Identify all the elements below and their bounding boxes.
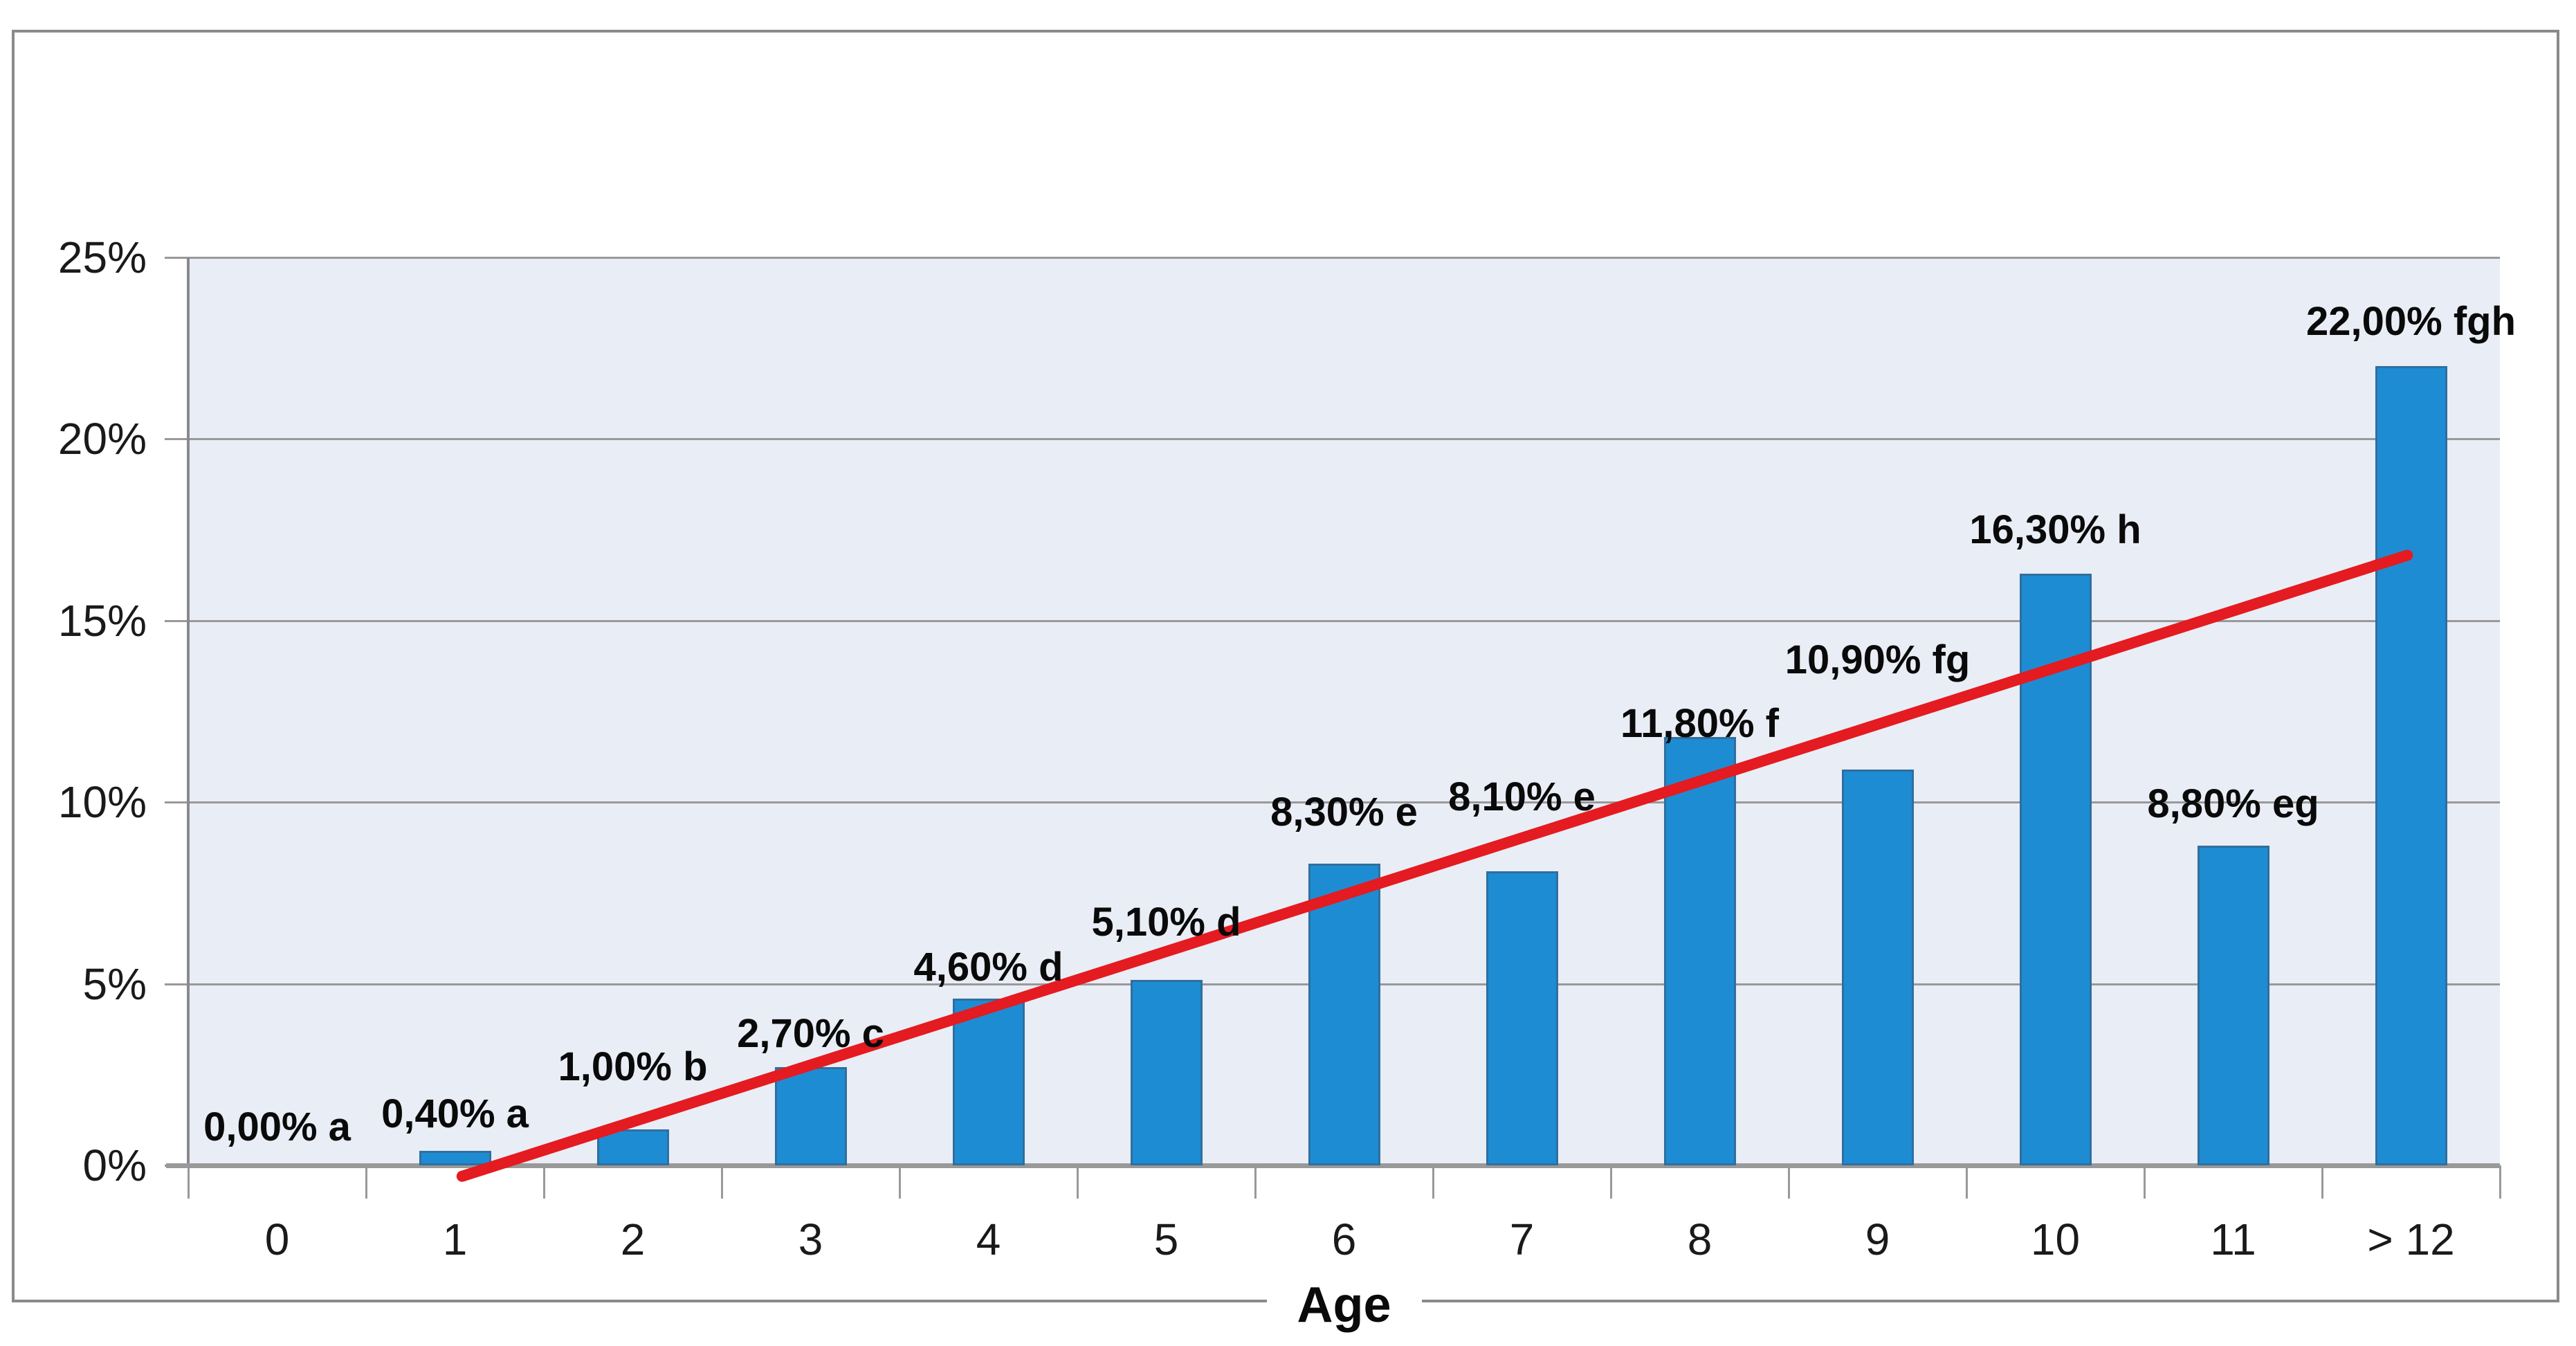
y-axis-tick bbox=[165, 801, 190, 804]
y-axis-tick bbox=[165, 983, 190, 985]
x-axis-tick bbox=[1788, 1165, 1790, 1199]
y-axis-tick bbox=[165, 257, 190, 259]
x-axis-tick bbox=[1966, 1165, 1968, 1199]
x-axis-category-label: 0 bbox=[264, 1215, 290, 1264]
y-axis-tick-label: 15% bbox=[57, 595, 147, 646]
bar bbox=[1663, 736, 1736, 1165]
x-axis-category-label: 1 bbox=[442, 1215, 468, 1264]
x-axis-tick bbox=[2499, 1165, 2501, 1199]
bar bbox=[1308, 864, 1380, 1165]
bar-value-label: 2,70% c bbox=[737, 1011, 884, 1057]
bar-value-label: 8,30% e bbox=[1270, 790, 1418, 835]
bar bbox=[1486, 871, 1558, 1165]
x-axis-tick bbox=[1432, 1165, 1434, 1199]
x-axis-category-label: 2 bbox=[620, 1215, 646, 1264]
bar-value-label: 1,00% b bbox=[558, 1044, 708, 1089]
y-axis-tick bbox=[165, 619, 190, 622]
x-axis-tick bbox=[721, 1165, 723, 1199]
bar-value-label: 11,80% f bbox=[1620, 700, 1779, 746]
gridline bbox=[188, 257, 2500, 259]
x-axis-category-label: 9 bbox=[1865, 1215, 1890, 1264]
x-axis-category-label: 5 bbox=[1153, 1215, 1179, 1264]
bar bbox=[1841, 769, 1914, 1165]
gridline bbox=[188, 438, 2500, 441]
bar-value-label: 22,00% fgh bbox=[2306, 299, 2516, 345]
x-axis-tick bbox=[1610, 1165, 1612, 1199]
bar bbox=[952, 998, 1025, 1165]
x-axis-tick bbox=[1254, 1165, 1257, 1199]
x-axis-title: Age bbox=[1266, 1275, 1422, 1335]
y-axis-tick bbox=[165, 438, 190, 441]
y-axis-tick-label: 25% bbox=[57, 233, 147, 282]
bar bbox=[419, 1151, 491, 1165]
y-axis-tick-label: 0% bbox=[82, 1140, 147, 1190]
x-axis-tick bbox=[1077, 1165, 1079, 1199]
bar bbox=[2375, 366, 2447, 1165]
bar-value-label: 10,90% fg bbox=[1784, 637, 1971, 682]
y-axis-tick-label: 20% bbox=[57, 414, 147, 464]
bar-value-label: 0,00% a bbox=[203, 1104, 351, 1149]
x-axis-tick bbox=[899, 1165, 901, 1199]
bar bbox=[1130, 980, 1203, 1165]
bar-value-label: 8,80% eg bbox=[2147, 781, 2319, 827]
x-axis-line bbox=[166, 1163, 2500, 1168]
x-axis-category-label: 7 bbox=[1509, 1215, 1535, 1264]
x-axis-category-label: 3 bbox=[798, 1215, 823, 1264]
trend-line bbox=[456, 549, 2413, 1182]
x-axis-tick bbox=[2144, 1165, 2146, 1199]
y-axis-tick-label: 10% bbox=[57, 777, 147, 828]
x-axis-category-label: > 12 bbox=[2367, 1215, 2455, 1264]
bar-value-label: 5,10% d bbox=[1091, 900, 1241, 945]
x-axis-category-label: 8 bbox=[1687, 1215, 1712, 1264]
x-axis-tick bbox=[365, 1165, 367, 1199]
y-axis-line bbox=[187, 257, 190, 1165]
bar bbox=[2197, 846, 2269, 1165]
bar-value-label: 4,60% d bbox=[913, 944, 1063, 990]
gridline bbox=[188, 619, 2500, 622]
x-axis-category-label: 10 bbox=[2030, 1215, 2081, 1264]
y-axis-tick-label: 5% bbox=[82, 958, 147, 1009]
bar-value-label: 16,30% h bbox=[1969, 507, 2141, 552]
x-axis-tick bbox=[188, 1165, 190, 1199]
x-axis-category-label: 11 bbox=[2210, 1215, 2256, 1264]
x-axis-tick bbox=[543, 1165, 545, 1199]
x-axis-category-label: 6 bbox=[1331, 1215, 1357, 1264]
x-axis-tick bbox=[2321, 1165, 2323, 1199]
bar-value-label: 0,40% a bbox=[381, 1091, 529, 1136]
bar-value-label: 8,10% e bbox=[1448, 774, 1596, 819]
bar bbox=[774, 1067, 847, 1165]
gridline bbox=[188, 801, 2500, 804]
x-axis-category-label: 4 bbox=[976, 1215, 1001, 1264]
